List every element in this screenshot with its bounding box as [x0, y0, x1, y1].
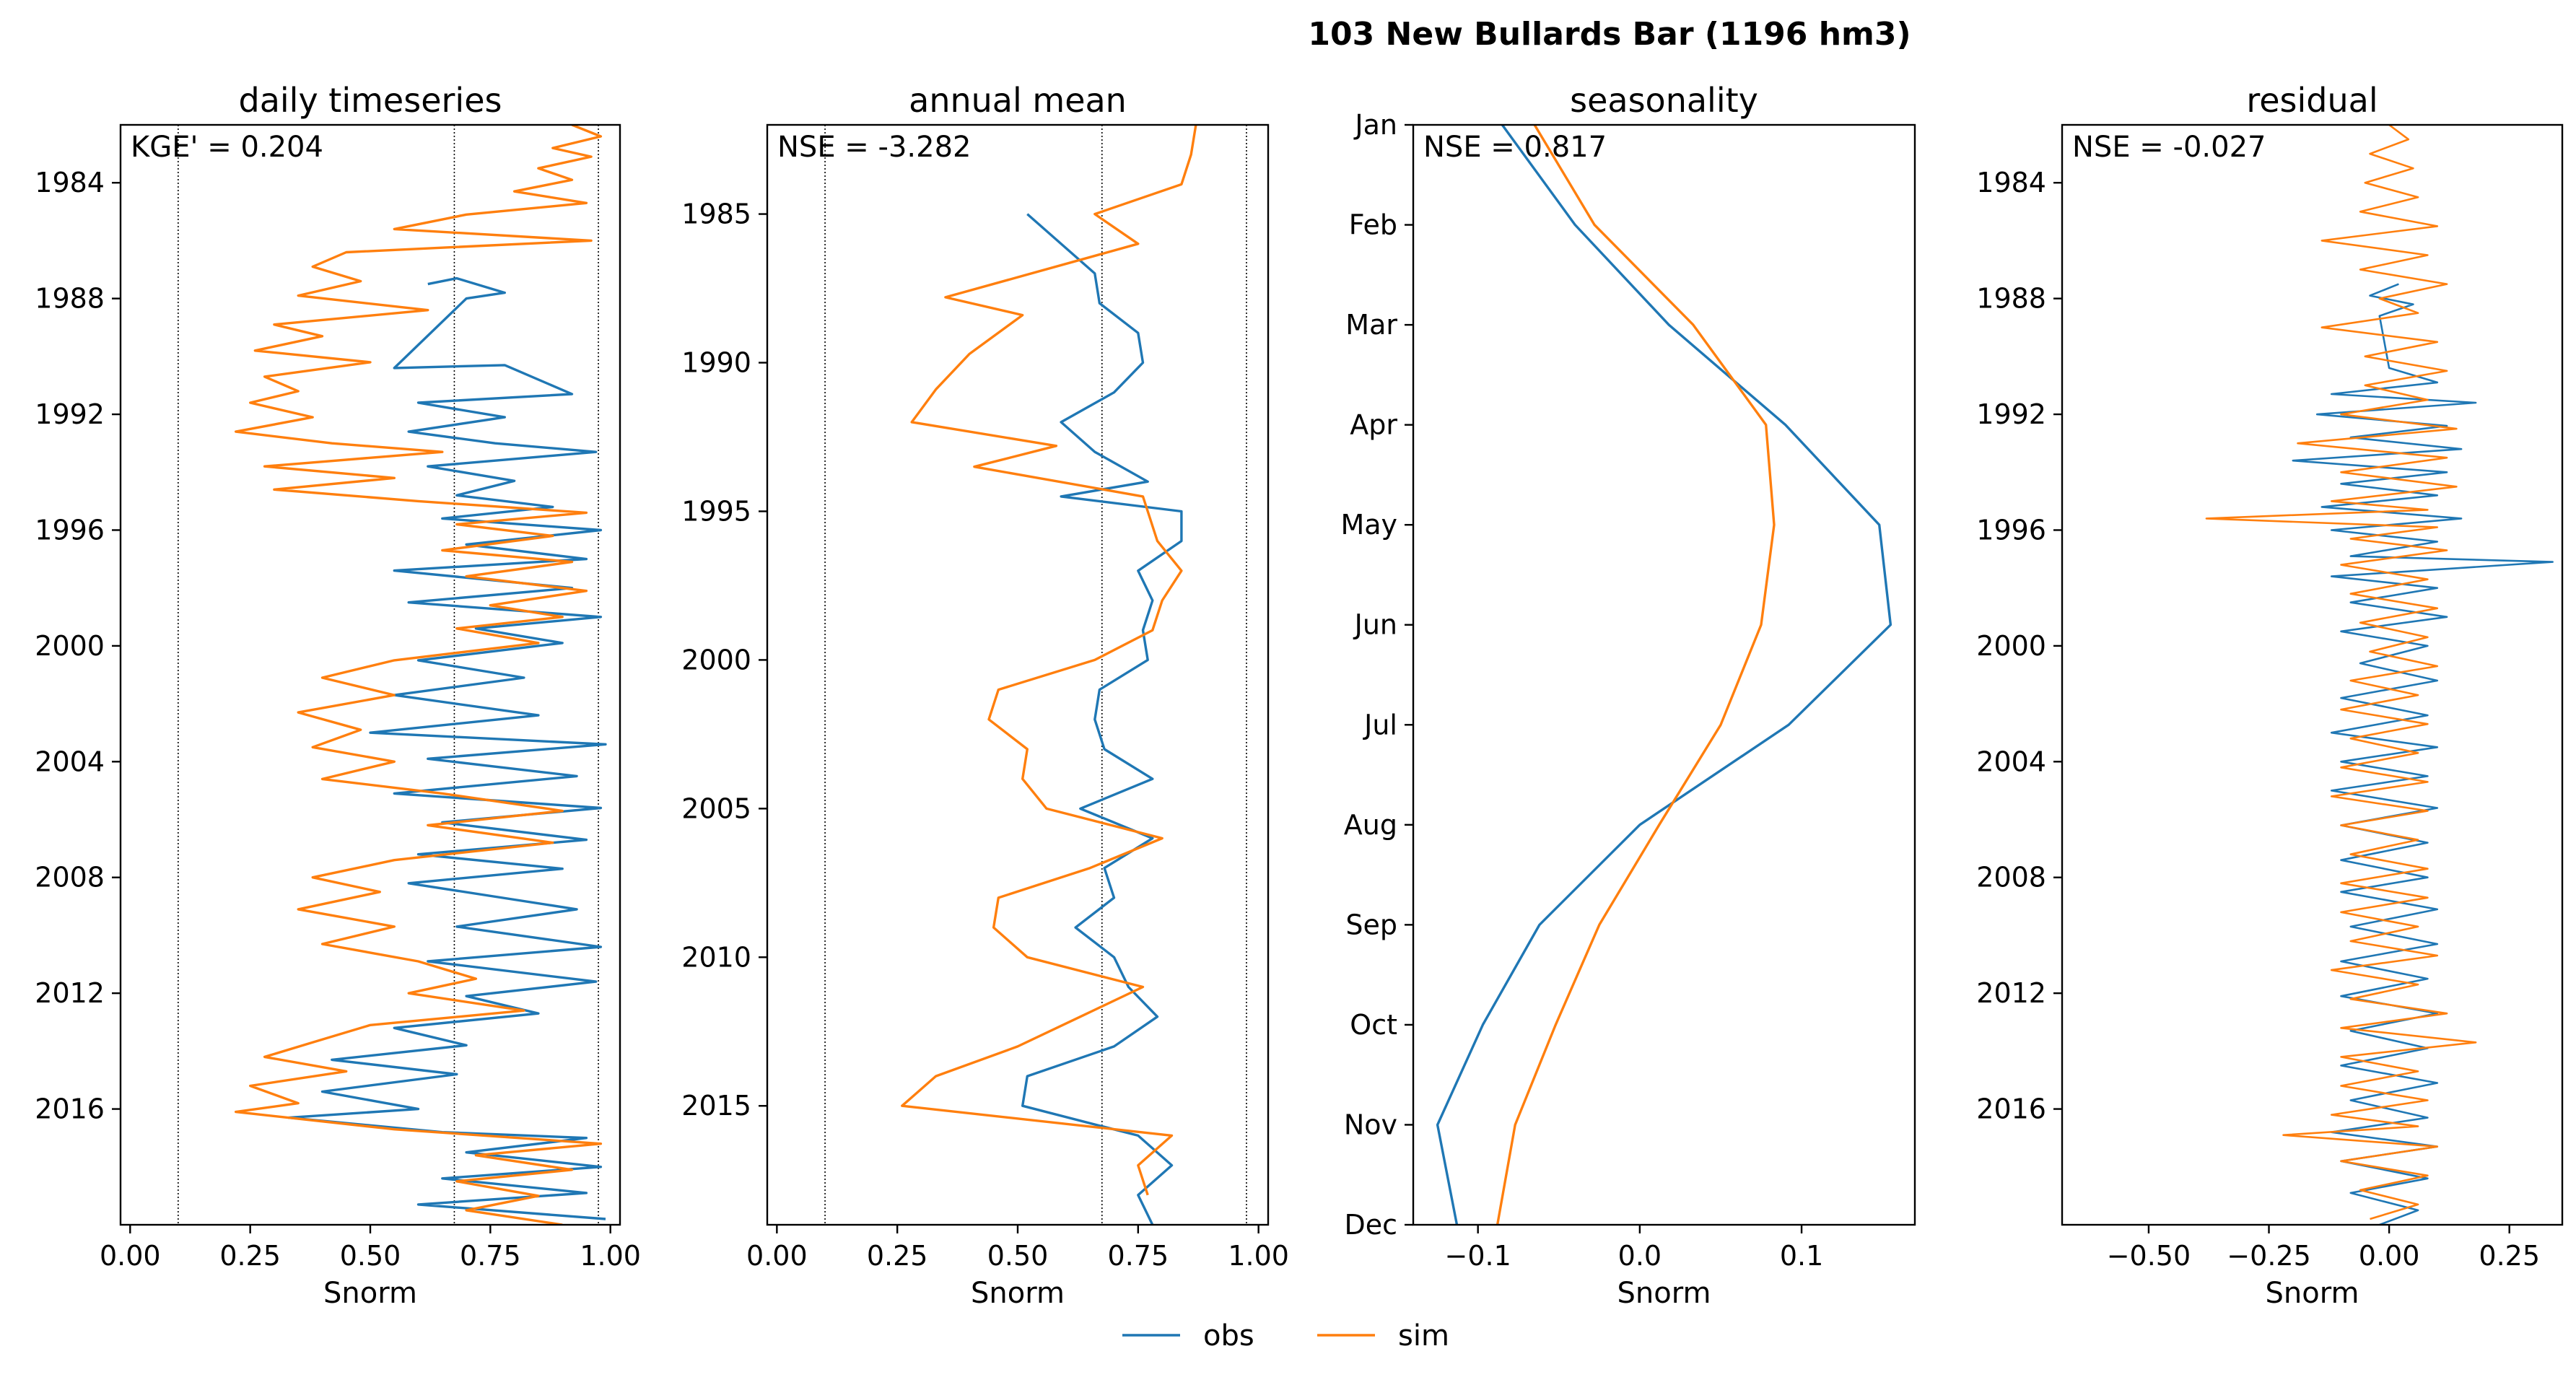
x-axis-label: Snorm	[971, 1277, 1065, 1310]
x-tick-label: −0.25	[2227, 1240, 2310, 1272]
metric-annotation: KGE' = 0.204	[131, 131, 323, 164]
x-axis-label: Snorm	[323, 1277, 417, 1310]
y-tick-label: 1990	[681, 347, 751, 379]
y-tick-label: 1992	[1976, 398, 2046, 430]
panel-data	[901, 125, 1197, 1225]
y-tick-label: 1992	[35, 398, 105, 430]
y-tick-label: May	[1340, 509, 1397, 541]
x-tick-label: 0.25	[2479, 1240, 2540, 1272]
x-axis-label: Snorm	[1617, 1277, 1711, 1310]
panel-data	[235, 125, 607, 1225]
y-tick-label: Mar	[1345, 309, 1397, 341]
panel-title: seasonality	[1570, 81, 1758, 120]
panel-2: annual mean 0.00 0.25 0.50 0.75 1.00 1985 1990 1…	[681, 81, 1289, 1310]
legend-label-sim: sim	[1398, 1319, 1449, 1353]
y-tick-label: 2008	[1976, 862, 2046, 894]
y-tick-label: 2012	[35, 977, 105, 1009]
series-line-obs	[2292, 283, 2554, 1225]
y-tick-label: 1995	[681, 495, 751, 527]
x-tick-label: 0.00	[746, 1240, 808, 1272]
metric-annotation: NSE = 0.817	[1423, 131, 1607, 164]
y-tick-label: Nov	[1344, 1109, 1397, 1140]
series-line-sim	[2205, 125, 2477, 1220]
panel-3: seasonality −0.1 0.0 0.1 Jan Feb Mar Apr May Jun J…	[1340, 81, 1916, 1310]
panel-1: daily timeseries 0.00 0.25 0.50 0.75 1.00 1984…	[35, 81, 641, 1310]
x-tick-label: −0.50	[2107, 1240, 2191, 1272]
series-line-obs	[1436, 125, 1892, 1225]
panel-data	[1436, 125, 1892, 1225]
x-tick-label: 0.1	[1780, 1240, 1823, 1272]
y-tick-label: 2008	[35, 862, 105, 894]
x-tick-label: 0.50	[987, 1240, 1049, 1272]
y-tick-label: 2004	[35, 746, 105, 777]
x-axis-label: Snorm	[2266, 1277, 2359, 1310]
y-tick-label: 2016	[1976, 1093, 2046, 1125]
x-tick-label: 0.25	[219, 1240, 281, 1272]
panel-4: residual −0.50 −0.25 0.00 0.25 1984 1988 1992 19…	[1976, 81, 2564, 1310]
y-tick-label: 1988	[35, 283, 105, 315]
x-tick-label: 0.00	[2359, 1240, 2420, 1272]
panel-title: daily timeseries	[239, 81, 502, 120]
x-tick-label: 1.00	[1228, 1240, 1289, 1272]
y-tick-label: 1988	[1976, 283, 2046, 315]
metric-annotation: NSE = -3.282	[777, 131, 971, 164]
y-tick-label: 2004	[1976, 746, 2046, 777]
y-tick-label: 1984	[35, 167, 105, 198]
panel-data	[2205, 125, 2554, 1225]
x-tick-label: 1.00	[580, 1240, 641, 1272]
x-tick-label: 0.00	[100, 1240, 161, 1272]
y-tick-label: Jan	[1353, 109, 1397, 141]
y-tick-label: 1996	[1976, 514, 2046, 546]
y-tick-label: 1996	[35, 514, 105, 546]
x-tick-label: 0.25	[867, 1240, 928, 1272]
y-tick-label: 2000	[1976, 630, 2046, 662]
panels: daily timeseries 0.00 0.25 0.50 0.75 1.00 1984…	[35, 81, 2564, 1310]
y-tick-label: 2000	[681, 644, 751, 676]
x-tick-label: 0.75	[460, 1240, 521, 1272]
y-tick-label: 2005	[681, 792, 751, 824]
panel-title: annual mean	[909, 81, 1127, 120]
y-tick-label: Apr	[1350, 409, 1397, 441]
y-tick-label: Aug	[1344, 809, 1397, 841]
y-tick-label: 2000	[35, 630, 105, 662]
series-line-obs	[287, 276, 607, 1220]
legend: obs sim	[1122, 1319, 1449, 1353]
y-tick-label: 2010	[681, 941, 751, 973]
x-tick-label: 0.75	[1108, 1240, 1169, 1272]
y-tick-label: Oct	[1350, 1009, 1397, 1041]
y-tick-label: 2016	[35, 1093, 105, 1125]
figure-suptitle: 103 New Bullards Bar (1196 hm3)	[1308, 16, 1911, 53]
y-tick-label: 1984	[1976, 167, 2046, 198]
axes-frame	[1412, 123, 1916, 1226]
y-tick-label: 2012	[1976, 977, 2046, 1009]
legend-label-obs: obs	[1203, 1319, 1254, 1353]
x-tick-label: 0.0	[1618, 1240, 1662, 1272]
y-tick-label: 2015	[681, 1090, 751, 1122]
series-line-sim	[235, 125, 603, 1225]
y-tick-label: Jun	[1353, 609, 1397, 641]
metric-annotation: NSE = -0.027	[2072, 131, 2266, 164]
axes-frame	[2061, 123, 2564, 1226]
series-line-obs	[1021, 213, 1183, 1225]
y-tick-label: 1985	[681, 198, 751, 230]
y-tick-label: Sep	[1345, 909, 1397, 940]
series-line-sim	[1496, 125, 1776, 1225]
y-tick-label: Jul	[1363, 709, 1397, 740]
panel-title: residual	[2246, 81, 2378, 120]
y-tick-label: Feb	[1349, 209, 1397, 241]
x-tick-label: 0.50	[340, 1240, 401, 1272]
y-tick-label: Dec	[1344, 1209, 1397, 1241]
series-line-sim	[901, 125, 1197, 1196]
x-tick-label: −0.1	[1445, 1240, 1511, 1272]
